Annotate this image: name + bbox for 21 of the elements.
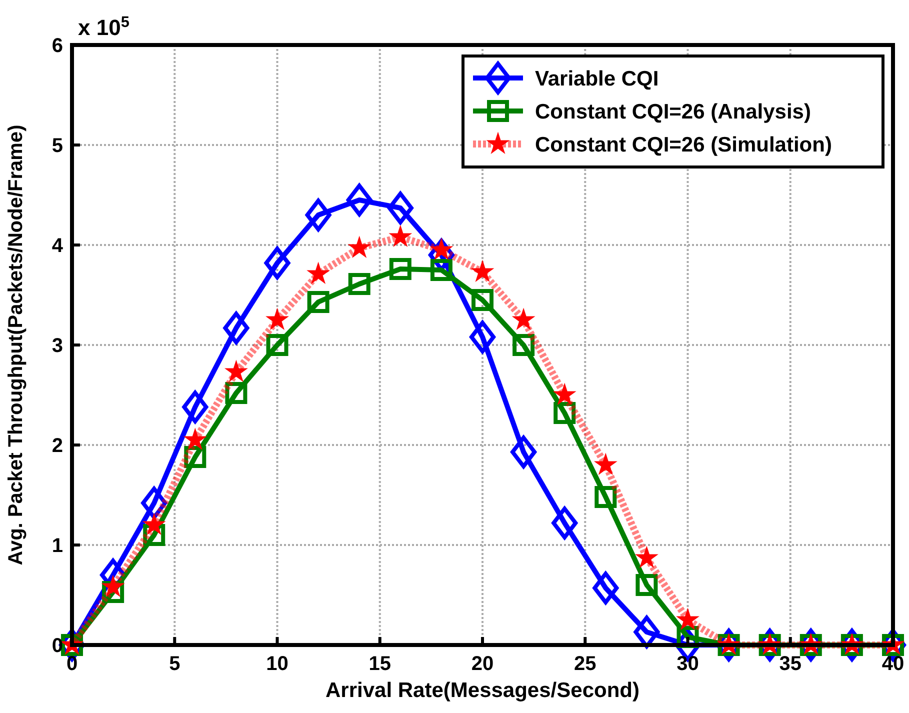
- legend-label: Constant CQI=26 (Analysis): [535, 100, 811, 124]
- y-tick-label: 2: [52, 435, 63, 457]
- x-tick-label: 35: [779, 653, 802, 675]
- y-tick-label: 6: [52, 35, 63, 57]
- y-tick-label: 3: [52, 335, 63, 357]
- x-tick-label: 15: [368, 653, 391, 675]
- x-tick-label: 25: [574, 653, 596, 675]
- y-tick-label: 4: [52, 235, 64, 257]
- y-axis-title: Avg. Packet Throughput(Packets/Node/Frame): [5, 124, 27, 566]
- x-axis-title: Arrival Rate(Messages/Second): [326, 679, 640, 702]
- y-tick-label: 5: [52, 135, 63, 157]
- text: x 10$^{5}$: [78, 14, 130, 40]
- x-tick-label: 30: [676, 653, 699, 675]
- y-tick-label: 1: [52, 535, 63, 557]
- x-tick-label: 40: [882, 653, 904, 675]
- x-tick-label: 5: [169, 653, 180, 675]
- legend-label: Constant CQI=26 (Simulation): [535, 133, 832, 156]
- legend-label: Variable CQI: [535, 67, 659, 90]
- x-tick-label: 10: [266, 653, 288, 675]
- x-tick-label: 20: [471, 653, 494, 675]
- x-tick-label: 0: [66, 653, 78, 675]
